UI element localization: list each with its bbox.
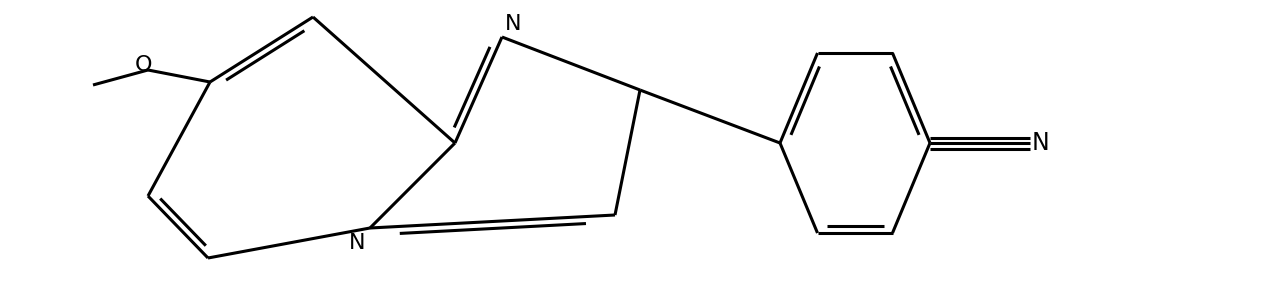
Text: N: N [348,233,365,253]
Text: N: N [505,14,521,34]
Text: O: O [135,55,152,75]
Text: N: N [1032,131,1050,155]
